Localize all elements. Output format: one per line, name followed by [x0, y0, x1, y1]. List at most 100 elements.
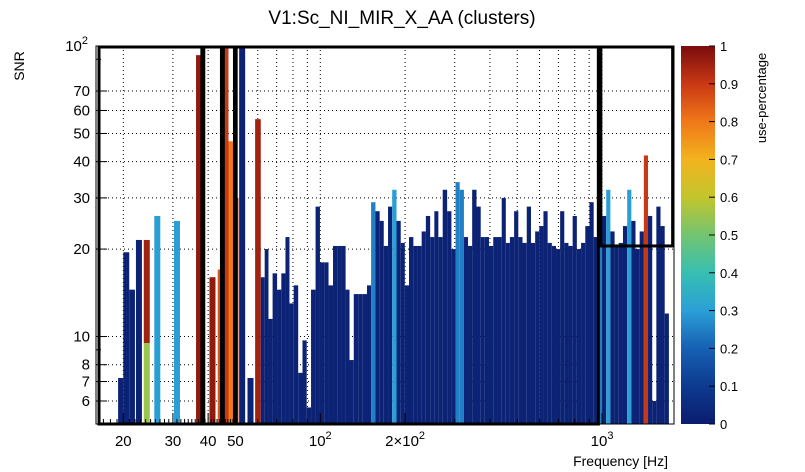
heatmap-column [396, 220, 401, 424]
heatmap-column [581, 242, 586, 424]
colorbar-tick-label: 0.7 [720, 152, 738, 167]
heatmap-column [224, 48, 229, 425]
y-tick-label: 6 [82, 393, 90, 410]
heatmap-column [358, 294, 363, 424]
heatmap-column [480, 237, 485, 424]
heatmap-column [129, 289, 135, 424]
colorbar-tick-label: 0.6 [720, 190, 738, 205]
heatmap-column [610, 231, 615, 424]
colorbar-tick-label: 0.3 [720, 304, 738, 319]
heatmap-column [260, 277, 265, 424]
heatmap-column [228, 141, 234, 424]
heatmap-column [652, 400, 657, 424]
heatmap-column [408, 237, 414, 424]
heatmap-column [209, 277, 216, 424]
heatmap-column [298, 372, 303, 424]
heatmap-column [488, 245, 494, 424]
y-tick-label: 40 [73, 154, 90, 171]
x-tick-label: 2×102 [385, 430, 425, 450]
heatmap-column [421, 231, 426, 424]
colorbar-tick-label: 0.5 [720, 228, 738, 243]
heatmap-column [522, 242, 527, 424]
heatmap-column [196, 55, 203, 425]
heatmap-column [530, 242, 536, 424]
y-axis-ticks: 6 78 10 20 30 40 50 60 70 102 [65, 35, 107, 410]
heatmap-column [383, 245, 389, 424]
heatmap-column [123, 252, 130, 424]
heatmap-column [514, 211, 519, 424]
heatmap-column [379, 220, 384, 424]
colorbar-tick-label: 0.8 [720, 115, 738, 130]
heatmap-column [526, 206, 531, 424]
heatmap-column [589, 202, 594, 424]
heatmap-column [509, 237, 515, 424]
x-tick-label: 40 [200, 433, 217, 450]
heatmap-column [643, 155, 649, 424]
heatmap-column [239, 46, 246, 424]
y-tick-label: 70 [73, 83, 90, 100]
heatmap-column [366, 285, 372, 424]
heatmap-column [501, 197, 506, 424]
heatmap-column [593, 237, 598, 424]
heatmap-column [660, 226, 665, 424]
heatmap-column [404, 285, 409, 424]
heatmap-column [311, 289, 316, 424]
heatmap-column [306, 407, 312, 424]
x-tick-label: 102 [309, 430, 332, 450]
heatmap-column [324, 262, 329, 424]
heatmap-column [622, 226, 628, 424]
heatmap-column [572, 215, 577, 424]
heatmap-column [639, 231, 644, 424]
heatmap-column [463, 237, 469, 424]
heatmap-column [472, 189, 477, 424]
heatmap-column [281, 273, 286, 424]
heatmap-column [614, 245, 619, 424]
heatmap-column [551, 245, 557, 424]
heatmap-column [319, 262, 325, 424]
heatmap-column [247, 377, 254, 424]
heatmap-column [606, 189, 611, 424]
heatmap-column [618, 242, 623, 424]
heatmap-column [400, 242, 405, 424]
y-tick-label: 20 [73, 241, 90, 258]
heatmap-column [375, 211, 380, 424]
heatmap-column [543, 211, 548, 424]
y-tick-label: 8 [82, 357, 90, 374]
heatmap-column [434, 211, 439, 424]
heatmap-column [302, 340, 307, 424]
cluster-box [97, 45, 204, 426]
heatmap-column [341, 245, 346, 424]
heatmap-column [493, 237, 498, 424]
cluster-box [599, 45, 675, 248]
heatmap-column [430, 237, 435, 424]
colorbar-tick-label: 0.2 [720, 341, 738, 356]
heatmap-column [648, 215, 653, 424]
heatmap-column [417, 245, 422, 424]
heatmap-column [154, 215, 161, 424]
heatmap-column [564, 242, 569, 424]
heatmap-column [353, 294, 359, 424]
y-tick-label: 102 [65, 35, 88, 55]
heatmap-column [585, 226, 590, 424]
heatmap-column [143, 343, 150, 424]
heatmap-column [264, 249, 269, 424]
heatmap-column [118, 377, 124, 424]
heatmap-column [388, 206, 393, 424]
y-tick-label: 50 [73, 125, 90, 142]
x-tick-label: 50 [227, 433, 244, 450]
heatmap-column [602, 215, 607, 424]
plot-frame [95, 45, 675, 425]
x-tick-label: 20 [115, 433, 132, 450]
heatmap-column [455, 182, 460, 424]
heatmap-column [255, 119, 261, 425]
heatmap-column [556, 249, 561, 424]
heatmap-column [627, 189, 632, 424]
heatmap-column [451, 249, 456, 424]
colorbar-tick-label: 0.4 [720, 266, 738, 281]
heatmap-column [597, 189, 603, 424]
colorbar-tick-label: 0 [720, 417, 727, 432]
heatmap-column [438, 237, 443, 424]
heatmap-column [442, 189, 448, 424]
colorbar-tick-label: 0.9 [720, 77, 738, 92]
